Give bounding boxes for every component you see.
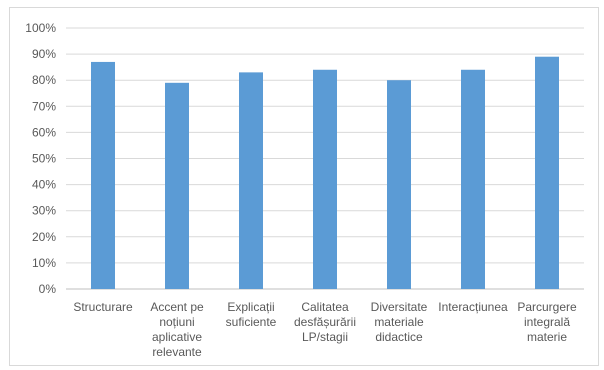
y-tick-label: 40% bbox=[32, 178, 56, 192]
bars bbox=[91, 56, 559, 290]
x-tick-label: Calitatea desfășurării LP/stagii bbox=[294, 300, 356, 344]
y-tick-label: 90% bbox=[32, 47, 56, 61]
bar bbox=[91, 61, 115, 290]
y-tick-label: 70% bbox=[32, 99, 56, 113]
y-axis: 0% 10% 20% 30% 40% 50% 60% 70% 80% 90% 100% bbox=[25, 21, 56, 296]
x-tick-label: Interacțiunea bbox=[438, 300, 508, 314]
bar bbox=[461, 69, 485, 289]
x-tick-label: Structurare bbox=[73, 300, 133, 314]
x-tick-label: Diversitate materiale didactice bbox=[371, 300, 428, 344]
y-tick-label: 10% bbox=[32, 256, 56, 270]
y-tick-label: 30% bbox=[32, 204, 56, 218]
bar bbox=[165, 82, 189, 289]
y-tick-label: 60% bbox=[32, 125, 56, 139]
x-tick-label: Accent pe noțiuni aplicative relevante bbox=[150, 300, 204, 359]
bar bbox=[313, 69, 337, 289]
x-axis: Structurare Accent pe noțiuni aplicative rel… bbox=[73, 300, 577, 359]
y-tick-label: 100% bbox=[25, 21, 56, 35]
x-tick-label: Parcurgere integrală materie bbox=[517, 300, 577, 344]
y-tick-label: 80% bbox=[32, 73, 56, 87]
y-tick-label: 50% bbox=[32, 152, 56, 166]
y-tick-label: 0% bbox=[39, 282, 57, 296]
y-tick-label: 20% bbox=[32, 230, 56, 244]
x-tick-label: Explicații suficiente bbox=[226, 300, 277, 329]
bar bbox=[239, 72, 263, 290]
bar bbox=[387, 80, 411, 289]
bar bbox=[535, 56, 559, 290]
